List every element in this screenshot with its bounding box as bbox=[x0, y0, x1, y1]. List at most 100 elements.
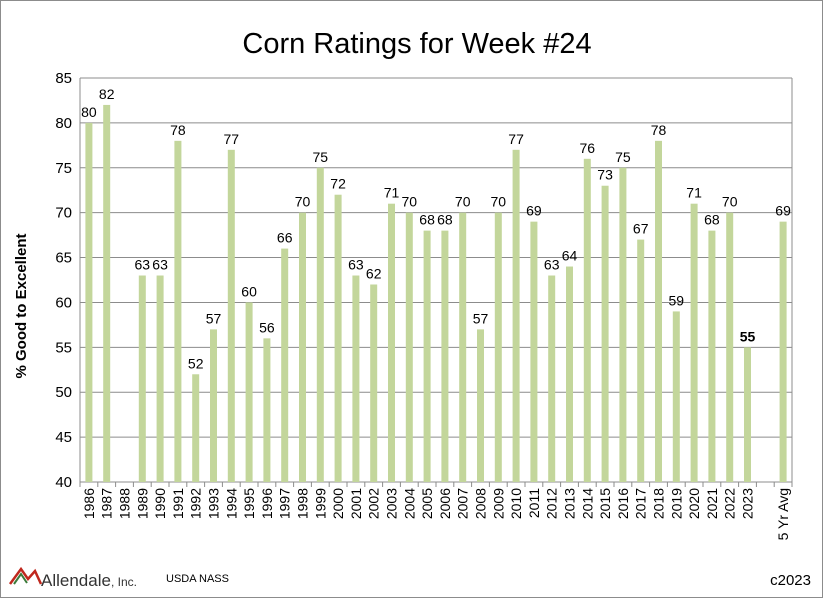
x-tick-label: 1998 bbox=[295, 488, 311, 519]
bar-2023 bbox=[744, 347, 751, 482]
bar-2005 bbox=[423, 230, 431, 482]
bar-2018 bbox=[655, 140, 662, 482]
data-label: 76 bbox=[580, 140, 596, 156]
data-label: 66 bbox=[277, 230, 293, 246]
bar-2017 bbox=[637, 239, 645, 482]
data-label: 71 bbox=[686, 185, 702, 201]
grid bbox=[79, 77, 793, 487]
data-label: 70 bbox=[295, 194, 311, 210]
data-label: 64 bbox=[562, 248, 578, 264]
data-label: 70 bbox=[491, 194, 507, 210]
bar-2013 bbox=[566, 266, 573, 482]
x-tick-label: 2003 bbox=[384, 488, 400, 519]
x-tick-label: 2005 bbox=[419, 488, 435, 519]
data-label: 77 bbox=[224, 131, 240, 147]
x-tick-label: 1991 bbox=[170, 488, 186, 519]
bar-1986 bbox=[85, 122, 93, 482]
y-axis-label: % Good to Excellent bbox=[13, 233, 30, 378]
bar-2002 bbox=[370, 284, 378, 482]
x-tick-label: 2004 bbox=[401, 488, 417, 519]
y-tick-label: 40 bbox=[55, 474, 72, 491]
data-label: 80 bbox=[81, 104, 97, 120]
data-label: 57 bbox=[473, 310, 489, 326]
x-tick-label: 1989 bbox=[134, 488, 150, 519]
bar-2015 bbox=[601, 185, 609, 482]
data-label: 68 bbox=[704, 212, 720, 228]
x-tick-label: 1992 bbox=[188, 488, 204, 519]
data-label: 68 bbox=[419, 212, 435, 228]
x-tick-label: 2021 bbox=[704, 488, 720, 519]
x-tick-label: 1995 bbox=[241, 488, 257, 519]
bar-1998 bbox=[299, 212, 306, 482]
data-label: 70 bbox=[722, 194, 738, 210]
data-label: 55 bbox=[740, 328, 756, 344]
data-label: 82 bbox=[99, 86, 115, 102]
bar-2007 bbox=[459, 212, 467, 482]
bar-1991 bbox=[174, 140, 182, 482]
bar-1989 bbox=[138, 275, 146, 482]
bar-2016 bbox=[619, 167, 627, 482]
x-tick-label: 2023 bbox=[740, 488, 756, 519]
bar-2000 bbox=[334, 194, 342, 482]
bar-1996 bbox=[263, 338, 271, 482]
bar-1993 bbox=[210, 329, 217, 482]
x-tick-label: 2020 bbox=[686, 488, 702, 519]
x-tick-label: 2019 bbox=[668, 488, 684, 519]
bar-2019 bbox=[672, 311, 680, 482]
x-tick-label: 2007 bbox=[455, 488, 471, 519]
data-label: 67 bbox=[633, 221, 649, 237]
bar-2014 bbox=[583, 158, 591, 483]
data-label: 72 bbox=[330, 176, 346, 192]
bar-2001 bbox=[352, 275, 360, 482]
x-tick-label: 2006 bbox=[437, 488, 453, 519]
source-label: USDA NASS bbox=[166, 573, 229, 585]
data-label: 75 bbox=[615, 149, 631, 165]
data-label: 75 bbox=[313, 149, 329, 165]
x-tick-label: 2017 bbox=[633, 488, 649, 519]
bars bbox=[85, 104, 787, 483]
bar-2009 bbox=[494, 212, 502, 482]
brand-name: Allendale, Inc. bbox=[41, 571, 137, 590]
y-tick-label: 55 bbox=[55, 339, 72, 356]
data-label: 68 bbox=[437, 212, 453, 228]
data-label: 78 bbox=[170, 122, 186, 138]
x-tick-label: 2016 bbox=[615, 488, 631, 519]
bar-2022 bbox=[726, 212, 734, 482]
x-tick-label: 1997 bbox=[277, 488, 293, 519]
x-tick-label: 1987 bbox=[99, 488, 115, 519]
bar-2006 bbox=[441, 230, 449, 482]
bar-1997 bbox=[281, 248, 289, 482]
y-tick-label: 45 bbox=[55, 429, 72, 446]
x-tick-label: 5 Yr Avg bbox=[775, 488, 791, 540]
x-tick-label: 2018 bbox=[651, 488, 667, 519]
bar-2008 bbox=[477, 329, 484, 482]
bar-2012 bbox=[548, 275, 556, 482]
x-tick-label: 2012 bbox=[544, 488, 560, 519]
x-tick-label: 2015 bbox=[597, 488, 613, 519]
data-label: 69 bbox=[775, 203, 791, 219]
x-tick-label: 2022 bbox=[722, 488, 738, 519]
data-label: 62 bbox=[366, 265, 382, 281]
y-tick-label: 70 bbox=[55, 205, 72, 222]
bar-2021 bbox=[708, 230, 716, 482]
bar-1999 bbox=[316, 167, 324, 482]
logo-chevron-icon bbox=[8, 566, 43, 585]
x-tick-label: 2001 bbox=[348, 488, 364, 519]
chart-title: Corn Ratings for Week #24 bbox=[242, 28, 591, 60]
x-axis-ticks: 1986 1987 1988 1989 1990 1991 1992 1993 1994 1995… bbox=[81, 488, 791, 541]
bar-1990 bbox=[156, 275, 164, 482]
y-tick-label: 75 bbox=[55, 160, 72, 177]
x-tick-label: 1994 bbox=[223, 488, 239, 519]
data-label: 63 bbox=[135, 257, 151, 273]
y-tick-label: 85 bbox=[55, 70, 72, 87]
copyright-label: c2023 bbox=[770, 572, 811, 589]
x-tick-label: 2000 bbox=[330, 488, 346, 519]
data-label: 78 bbox=[651, 122, 667, 138]
x-tick-label: 1990 bbox=[152, 488, 168, 519]
data-label: 63 bbox=[152, 257, 168, 273]
data-label: 70 bbox=[402, 194, 418, 210]
x-tick-label: 1999 bbox=[312, 488, 328, 519]
